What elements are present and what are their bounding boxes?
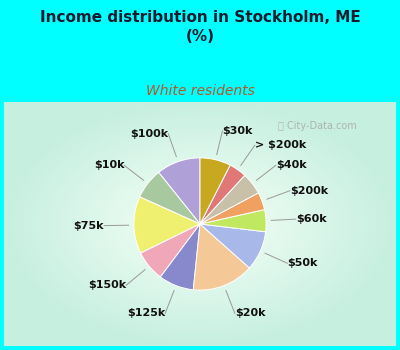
Text: $100k: $100k bbox=[130, 128, 168, 139]
Text: $60k: $60k bbox=[296, 214, 326, 224]
Text: White residents: White residents bbox=[146, 84, 254, 98]
Wedge shape bbox=[193, 224, 250, 290]
Text: > $200k: > $200k bbox=[255, 140, 306, 150]
Text: $40k: $40k bbox=[276, 160, 306, 170]
Wedge shape bbox=[141, 224, 200, 277]
Wedge shape bbox=[160, 224, 200, 290]
Text: Income distribution in Stockholm, ME
(%): Income distribution in Stockholm, ME (%) bbox=[40, 10, 360, 44]
Wedge shape bbox=[200, 193, 264, 224]
Text: $200k: $200k bbox=[290, 186, 328, 196]
Text: $10k: $10k bbox=[94, 160, 124, 170]
Wedge shape bbox=[200, 175, 258, 224]
Wedge shape bbox=[200, 210, 266, 232]
Text: $125k: $125k bbox=[127, 308, 165, 318]
Wedge shape bbox=[134, 197, 200, 253]
Text: $150k: $150k bbox=[88, 280, 126, 290]
Wedge shape bbox=[200, 158, 230, 224]
Wedge shape bbox=[140, 173, 200, 224]
Wedge shape bbox=[159, 158, 200, 224]
Text: $30k: $30k bbox=[222, 126, 253, 136]
Text: $50k: $50k bbox=[288, 258, 318, 268]
Wedge shape bbox=[200, 165, 245, 224]
Text: $20k: $20k bbox=[235, 308, 265, 318]
Text: ⓘ City-Data.com: ⓘ City-Data.com bbox=[278, 121, 357, 131]
Wedge shape bbox=[200, 224, 266, 268]
Text: $75k: $75k bbox=[74, 220, 104, 231]
